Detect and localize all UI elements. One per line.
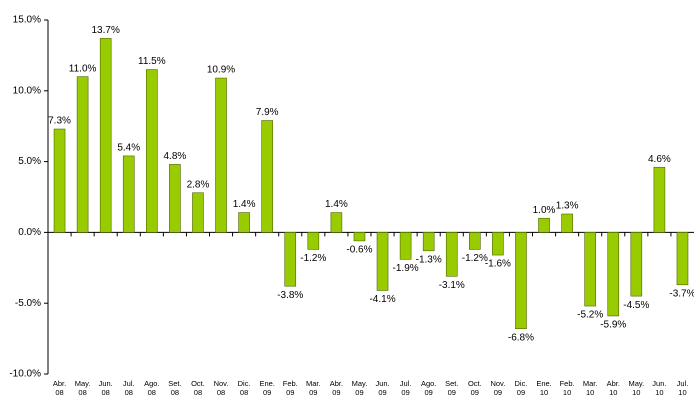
y-tick-label: 10.0% xyxy=(13,85,41,96)
bar xyxy=(630,232,643,297)
data-label: -1.3% xyxy=(416,254,442,265)
x-tick-label: Abr. 09 xyxy=(330,379,343,397)
x-tick-label: Oct. 09 xyxy=(468,379,482,397)
x-tick-label: Jul. 10 xyxy=(677,379,689,397)
x-tick-label: Jun. 10 xyxy=(652,379,666,397)
data-label: 1.0% xyxy=(533,205,556,216)
bar xyxy=(676,232,689,286)
data-label: 7.3% xyxy=(48,116,71,127)
bar xyxy=(538,217,550,233)
bar xyxy=(146,69,158,233)
x-tick-label: Oct. 08 xyxy=(191,379,205,397)
x-tick-label: Set. 09 xyxy=(445,379,458,397)
bar xyxy=(353,232,366,242)
x-tick-label: Ago. 08 xyxy=(144,379,159,397)
bar xyxy=(376,232,389,291)
y-tick-label: 0.0% xyxy=(18,227,41,238)
y-tick-label: -5.0% xyxy=(15,298,41,309)
y-tick-label: 5.0% xyxy=(18,156,41,167)
data-label: 4.8% xyxy=(163,151,186,162)
data-label: -6.8% xyxy=(508,332,534,343)
x-tick-label: Jun. 08 xyxy=(99,379,113,397)
x-tick-label: May. 10 xyxy=(628,379,644,397)
x-tick-label: Jul. 08 xyxy=(123,379,135,397)
x-tick-label: Ago. 09 xyxy=(421,379,436,397)
x-tick-label: Set. 08 xyxy=(168,379,181,397)
x-tick-label: Abr. 08 xyxy=(53,379,66,397)
data-label: -1.2% xyxy=(300,253,326,264)
data-label: -1.2% xyxy=(462,253,488,264)
x-tick-label: Feb. 09 xyxy=(283,379,298,397)
x-tick-label: Ene. 10 xyxy=(536,379,551,397)
x-tick-label: Abr. 10 xyxy=(607,379,620,397)
bar xyxy=(561,213,573,233)
data-label: 11.0% xyxy=(69,63,97,74)
bar xyxy=(99,38,112,233)
bar xyxy=(584,232,596,307)
bar xyxy=(399,232,412,260)
x-tick-label: Jun. 09 xyxy=(375,379,389,397)
data-label: 1.4% xyxy=(325,199,348,210)
x-tick-label: Jul. 09 xyxy=(400,379,412,397)
bar xyxy=(76,76,89,233)
x-tick-label: Nov. 09 xyxy=(490,379,505,397)
bar xyxy=(330,212,343,233)
data-label: -5.2% xyxy=(577,310,603,321)
data-label: -3.8% xyxy=(277,290,303,301)
bar xyxy=(261,120,273,233)
data-label: 5.4% xyxy=(117,143,140,154)
x-tick-label: May. 09 xyxy=(352,379,368,397)
x-tick-label: Dic. 08 xyxy=(238,379,251,397)
data-label: -0.6% xyxy=(346,245,372,256)
x-tick-label: Mar. 09 xyxy=(306,379,321,397)
x-tick-label: May. 08 xyxy=(75,379,91,397)
data-label: 2.8% xyxy=(187,179,210,190)
bar xyxy=(284,232,297,287)
x-tick-label: Nov. 08 xyxy=(214,379,229,397)
x-tick-label: Ene. 09 xyxy=(259,379,274,397)
bar xyxy=(515,232,527,329)
data-label: 4.6% xyxy=(648,154,671,165)
data-label: 1.3% xyxy=(556,201,579,212)
data-label: -5.9% xyxy=(600,320,626,331)
data-label: 10.9% xyxy=(207,65,235,76)
y-tick-label: 15.0% xyxy=(13,15,41,26)
data-label: -1.6% xyxy=(485,259,511,270)
data-label: -1.9% xyxy=(393,263,419,274)
bar xyxy=(122,155,135,233)
data-label: 11.5% xyxy=(138,56,166,67)
bar xyxy=(215,77,227,233)
bar xyxy=(445,232,458,277)
bar xyxy=(653,166,666,233)
bar xyxy=(492,232,504,256)
x-tick-label: Mar. 10 xyxy=(583,379,598,397)
data-label: 7.9% xyxy=(256,107,279,118)
data-label: 1.4% xyxy=(233,199,256,210)
bar xyxy=(422,232,435,252)
y-tick-label: -10.0% xyxy=(9,369,41,380)
bar xyxy=(238,212,250,233)
data-label: -4.1% xyxy=(369,294,395,305)
bar xyxy=(169,164,181,233)
data-label: -3.7% xyxy=(669,288,694,299)
data-label: -4.5% xyxy=(623,300,649,311)
x-tick-label: Feb. 10 xyxy=(560,379,575,397)
bar xyxy=(469,232,481,250)
bar xyxy=(307,232,320,250)
bar xyxy=(607,232,620,317)
data-label: -3.1% xyxy=(439,280,465,291)
data-label: 13.7% xyxy=(91,25,119,36)
bar xyxy=(192,192,204,233)
bar xyxy=(53,128,66,233)
x-tick-label: Dic. 09 xyxy=(515,379,528,397)
